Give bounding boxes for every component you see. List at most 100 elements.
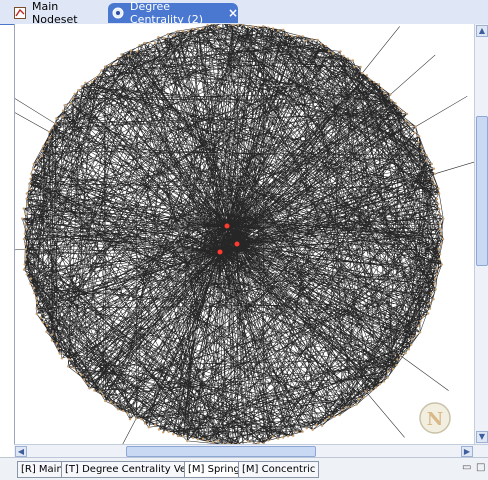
graph-node[interactable] <box>39 316 43 319</box>
graph-node[interactable] <box>434 288 437 291</box>
graph-node[interactable] <box>84 81 87 84</box>
graph-node[interactable] <box>428 302 431 305</box>
graph-node[interactable] <box>29 277 33 280</box>
graph-node[interactable] <box>383 92 386 95</box>
graph-node[interactable] <box>24 222 27 226</box>
graph-node[interactable] <box>154 423 157 427</box>
graph-node[interactable] <box>143 422 147 425</box>
graph-node[interactable] <box>404 119 407 123</box>
graph-node[interactable] <box>36 158 39 162</box>
graph-node[interactable] <box>414 334 417 337</box>
maximize-icon[interactable]: □ <box>476 462 486 473</box>
graph-node[interactable] <box>143 41 146 45</box>
graph-node[interactable] <box>186 439 189 443</box>
graph-node[interactable] <box>181 435 185 438</box>
graph-node[interactable] <box>29 282 32 286</box>
graph-node[interactable] <box>80 373 83 377</box>
scroll-up-icon[interactable]: ▲ <box>476 25 488 37</box>
view-tab-concentric[interactable]: [M] Concentric <box>238 461 320 478</box>
graph-node[interactable] <box>24 252 28 256</box>
graph-node[interactable] <box>276 29 280 32</box>
graph-node[interactable] <box>122 409 125 412</box>
graph-node[interactable] <box>378 383 381 386</box>
graph-node[interactable] <box>157 428 161 431</box>
graph-node[interactable] <box>226 442 230 444</box>
graph-node[interactable] <box>382 380 386 383</box>
graph-node[interactable] <box>69 102 72 105</box>
graph-node[interactable] <box>147 426 150 429</box>
graph-node[interactable] <box>251 25 255 28</box>
close-icon[interactable]: × <box>227 6 238 20</box>
graph-node[interactable] <box>286 435 290 438</box>
graph-node[interactable] <box>311 38 314 41</box>
graph-node[interactable] <box>34 296 38 300</box>
scroll-right-icon[interactable]: ▶ <box>461 446 473 457</box>
graph-node[interactable] <box>437 187 440 190</box>
graph-node[interactable] <box>438 227 442 231</box>
graph-node[interactable] <box>282 28 285 32</box>
graph-node[interactable] <box>120 53 123 56</box>
graph-node[interactable] <box>316 38 319 42</box>
hub-node[interactable] <box>217 249 223 255</box>
graph-node[interactable] <box>50 339 54 342</box>
graph-node[interactable] <box>45 330 48 334</box>
graph-node[interactable] <box>296 430 299 433</box>
graph-node[interactable] <box>35 312 38 316</box>
graph-node[interactable] <box>419 319 422 323</box>
graph-node[interactable] <box>438 257 441 261</box>
graph-node[interactable] <box>135 417 138 420</box>
graph-node[interactable] <box>46 324 49 327</box>
graph-node[interactable] <box>252 443 255 444</box>
graph-node[interactable] <box>262 25 265 28</box>
graph-node[interactable] <box>40 155 44 158</box>
graph-node[interactable] <box>35 307 38 310</box>
graph-node[interactable] <box>236 443 240 444</box>
graph-node[interactable] <box>221 443 224 444</box>
graph-node[interactable] <box>323 419 327 422</box>
graph-node[interactable] <box>25 197 28 200</box>
graph-node[interactable] <box>271 435 274 438</box>
graph-node[interactable] <box>417 324 420 327</box>
graph-node[interactable] <box>129 49 133 52</box>
graph-node[interactable] <box>396 358 399 361</box>
graph-node[interactable] <box>58 352 61 355</box>
graph-node[interactable] <box>373 81 376 84</box>
graph-node[interactable] <box>435 267 438 270</box>
graph-node[interactable] <box>108 63 112 66</box>
graph-node[interactable] <box>395 364 398 367</box>
graph-node[interactable] <box>257 441 260 444</box>
graph-node[interactable] <box>138 44 141 47</box>
graph-node[interactable] <box>417 141 420 144</box>
view-tab-main[interactable]: [R] Main <box>17 461 67 478</box>
graph-node[interactable] <box>377 83 381 86</box>
graph-node[interactable] <box>28 187 32 191</box>
graph-node[interactable] <box>301 430 304 433</box>
graph-node[interactable] <box>368 78 371 81</box>
graph-node[interactable] <box>305 39 308 42</box>
graph-node[interactable] <box>333 415 336 418</box>
graph-node[interactable] <box>327 50 331 53</box>
graph-node[interactable] <box>231 443 235 444</box>
graph-node[interactable] <box>432 167 436 170</box>
graph-node[interactable] <box>433 282 436 285</box>
graph-node[interactable] <box>24 247 27 251</box>
graph-node[interactable] <box>26 202 29 206</box>
graph-node[interactable] <box>292 434 295 437</box>
graph-node[interactable] <box>362 395 366 399</box>
graph-node[interactable] <box>94 77 97 80</box>
graph-node[interactable] <box>357 397 361 401</box>
graph-node[interactable] <box>71 97 74 101</box>
graph-node[interactable] <box>33 286 36 290</box>
graph-node[interactable] <box>246 440 250 443</box>
graph-node[interactable] <box>167 430 170 433</box>
graph-node[interactable] <box>55 342 59 345</box>
graph-node[interactable] <box>338 413 341 417</box>
graph-node[interactable] <box>103 65 107 68</box>
graph-node[interactable] <box>296 34 299 38</box>
graph-node[interactable] <box>114 403 117 406</box>
graph-node[interactable] <box>24 242 27 246</box>
graph-node[interactable] <box>353 65 356 68</box>
graph-node[interactable] <box>24 212 27 216</box>
graph-node[interactable] <box>420 145 423 148</box>
graph-node[interactable] <box>397 106 400 109</box>
